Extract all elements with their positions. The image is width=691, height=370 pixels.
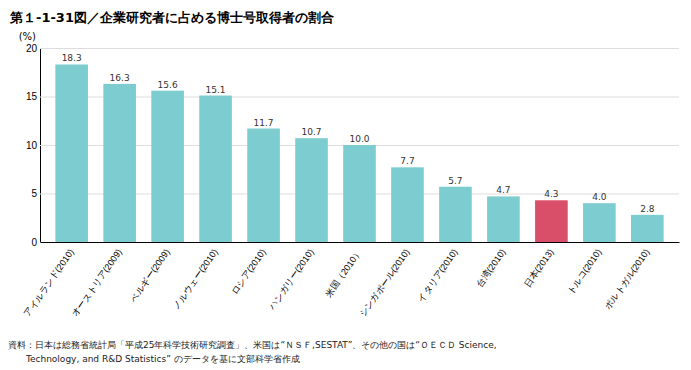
- x-tick-label: ハンガリー(2010): [266, 247, 315, 312]
- bar: [631, 215, 664, 242]
- data-label: 7.7: [400, 156, 414, 166]
- x-tick-label: ポルトガル(2010): [603, 247, 652, 311]
- grid-line: [40, 242, 679, 243]
- x-tick: ベルギー(2009): [128, 247, 172, 304]
- x-tick: ハンガリー(2010): [266, 247, 315, 312]
- x-tick: ノルウェー(2010): [171, 247, 220, 311]
- data-label: 11.7: [254, 118, 274, 128]
- chart: 第１-1-31図／企業研究者に占める博士号取得者の割合 0 5 10 15 20(%) アイ…: [0, 0, 691, 370]
- bar: [487, 196, 520, 242]
- title: 第１-1-31図／企業研究者に占める博士号取得者の割合: [9, 10, 334, 25]
- bar: [199, 96, 232, 242]
- grid-line: [40, 48, 679, 49]
- y-tick-label: 5: [31, 188, 37, 199]
- y-axis-label: (%): [19, 31, 36, 42]
- data-label: 15.6: [158, 80, 178, 90]
- data-label: 4.7: [496, 185, 510, 195]
- x-tick: 台湾(2010): [474, 247, 507, 289]
- x-tick: 米国（2010）: [323, 247, 363, 299]
- x-tick: イタリア(2010): [416, 247, 460, 304]
- data-label: 4.3: [544, 189, 558, 199]
- bar: [583, 203, 616, 242]
- x-tick-label: イタリア(2010): [416, 247, 460, 304]
- y-tick-label: 15: [26, 91, 38, 102]
- x-tick-label: ベルギー(2009): [128, 247, 172, 304]
- data-label: 4.0: [592, 192, 607, 202]
- footnote: Technology, and R&D Statistics” のデータを基に文…: [8, 354, 300, 364]
- x-tick: 日本(2013): [522, 247, 555, 289]
- data-label: 15.1: [206, 85, 226, 95]
- x-tick-label: ノルウェー(2010): [171, 247, 220, 311]
- x-tick: トルコ(2010): [565, 247, 604, 296]
- bar: [103, 84, 136, 242]
- y-axis-line: [41, 49, 680, 243]
- data-label: 16.3: [110, 73, 130, 83]
- x-tick-label: シンガポール(2010): [358, 247, 412, 318]
- y-tick-label: 10: [26, 140, 38, 151]
- bar: [439, 187, 472, 242]
- data-label: 2.8: [640, 204, 655, 214]
- x-tick-label: 日本(2013): [522, 247, 555, 289]
- x-tick: オーストリア(2009): [70, 247, 124, 318]
- y-axis: 0 5 10 15 20: [26, 43, 679, 248]
- bar: [391, 167, 424, 242]
- bar: [247, 129, 280, 242]
- data-label: 18.3: [62, 53, 82, 63]
- x-tick: ロシア(2010): [229, 247, 268, 296]
- x-tick: シンガポール(2010): [358, 247, 412, 318]
- x-tick-label: 台湾(2010): [474, 247, 507, 289]
- x-axis: アイルランド(2010)オーストリア(2009)ベルギー(2009)ノルウェー(…: [22, 243, 680, 319]
- x-tick-label: 米国（2010）: [323, 247, 363, 299]
- x-tick-label: トルコ(2010): [565, 247, 604, 296]
- y-tick-label: 20: [26, 43, 38, 54]
- x-tick: アイルランド(2010): [22, 247, 76, 318]
- y-tick-label: 0: [31, 237, 37, 248]
- x-tick-label: オーストリア(2009): [70, 247, 124, 318]
- x-axis-line: [41, 242, 680, 243]
- data-labels: 18.3 16.3 15.6 15.1 11.7 10.7 10.0 7.7 5.7 4.7 4.3…: [62, 53, 655, 213]
- bars: [55, 64, 663, 242]
- bar: [151, 91, 184, 242]
- bar: [535, 200, 568, 242]
- bar: [343, 145, 376, 242]
- x-tick: ポルトガル(2010): [603, 247, 652, 311]
- data-label: 5.7: [448, 176, 462, 186]
- x-tick-label: アイルランド(2010): [22, 247, 76, 318]
- data-label: 10.0: [349, 134, 369, 144]
- y-tick: 20: [26, 43, 679, 54]
- footnote: 資料：日本は総務省統計局「平成25年科学技術研究調査」、米国は“ＮＳＦ,SEST…: [8, 340, 497, 350]
- plot: 0 5 10 15 20(%) アイルランド(2010)オーストリア(2009)ベルギー(…: [19, 31, 680, 318]
- bar: [295, 138, 328, 242]
- data-label: 10.7: [302, 127, 322, 137]
- x-tick-label: ロシア(2010): [229, 247, 268, 296]
- bar: [55, 64, 88, 242]
